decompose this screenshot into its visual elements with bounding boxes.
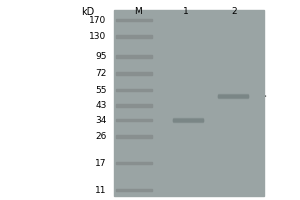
Text: 170: 170 (89, 16, 106, 25)
Text: 17: 17 (95, 159, 106, 168)
Text: 55: 55 (95, 86, 106, 95)
Text: 11: 11 (95, 186, 106, 195)
Text: 1: 1 (183, 7, 189, 16)
Text: 72: 72 (95, 69, 106, 78)
Text: 26: 26 (95, 132, 106, 141)
Text: kD: kD (81, 7, 94, 17)
Text: 130: 130 (89, 32, 106, 41)
Text: 2: 2 (231, 7, 237, 16)
Text: 43: 43 (95, 101, 106, 110)
Text: 95: 95 (95, 52, 106, 61)
Text: 34: 34 (95, 116, 106, 125)
Text: M: M (134, 7, 142, 16)
